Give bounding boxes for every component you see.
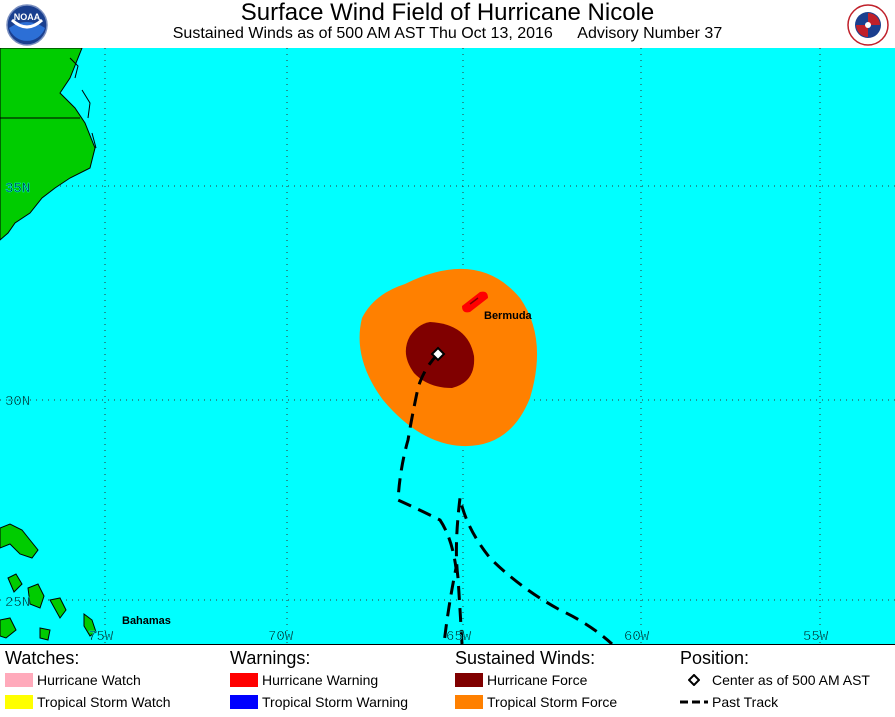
legend-watches-heading: Watches:	[5, 648, 80, 668]
us-east-coast	[0, 48, 96, 241]
legend-label: Hurricane Warning	[262, 672, 379, 688]
legend-item-hurricane-watch: Hurricane Watch	[5, 669, 171, 691]
legend-item-center: Center as of 500 AM AST	[680, 669, 870, 691]
bermuda-island	[469, 297, 479, 305]
legend-item-tropical-storm-force: Tropical Storm Force	[455, 691, 617, 713]
wind-field-map: 35N 30N 25N 75W 70W 65W 60W 55W Bermuda …	[0, 48, 895, 644]
past-track	[396, 352, 614, 644]
hurricane-warning-bermuda	[462, 291, 488, 313]
lon-label-55w: 55W	[803, 629, 829, 644]
page-subtitle: Sustained Winds as of 500 AM AST Thu Oct…	[0, 24, 895, 44]
outer-banks	[69, 57, 97, 149]
hurricane-force-swatch	[455, 673, 483, 687]
legend-item-hurricane-force: Hurricane Force	[455, 669, 617, 691]
legend-watches: Watches: Hurricane Watch Tropical Storm …	[5, 647, 171, 713]
dashed-line-icon	[680, 695, 708, 709]
legend-item-past-track: Past Track	[680, 691, 870, 713]
lon-label-65w: 65W	[446, 629, 472, 644]
noaa-logo: NOAA	[6, 4, 48, 46]
tropical-storm-watch-swatch	[5, 695, 33, 709]
legend-warnings: Warnings: Hurricane Warning Tropical Sto…	[230, 647, 408, 713]
subtitle-advisory: Advisory Number 37	[577, 25, 723, 42]
legend-label: Past Track	[712, 694, 779, 710]
lat-label-25n: 25N	[5, 595, 30, 611]
lat-label-30n: 30N	[5, 394, 30, 410]
nws-logo	[847, 4, 889, 46]
bahamas-label: Bahamas	[122, 615, 171, 627]
subtitle-time: Sustained Winds as of 500 AM AST Thu Oct…	[172, 25, 553, 42]
storm-center-icon	[430, 346, 446, 362]
bahamas-islands	[0, 523, 97, 641]
legend-position-heading: Position:	[680, 648, 750, 668]
legend-warnings-heading: Warnings:	[230, 648, 311, 668]
hurricane-warning-swatch	[230, 673, 258, 687]
lon-label-75w: 75W	[88, 629, 114, 644]
legend-label: Hurricane Force	[487, 672, 588, 688]
diamond-icon	[680, 673, 708, 687]
legend-winds-heading: Sustained Winds:	[455, 648, 596, 668]
legend-sustained-winds: Sustained Winds: Hurricane Force Tropica…	[455, 647, 617, 713]
page-title: Surface Wind Field of Hurricane Nicole	[240, 0, 655, 26]
legend-label: Tropical Storm Watch	[37, 694, 171, 710]
legend-position: Position: Center as of 500 AM AST Past T…	[680, 647, 870, 713]
legend-label: Tropical Storm Force	[487, 694, 618, 710]
bermuda-label: Bermuda	[484, 310, 533, 322]
tropical-storm-force-swatch	[455, 695, 483, 709]
header: Surface Wind Field of Hurricane Nicole S…	[0, 0, 895, 48]
tropical-storm-warning-swatch	[230, 695, 258, 709]
legend-item-tropical-storm-warning: Tropical Storm Warning	[230, 691, 408, 713]
noaa-logo-text: NOAA	[14, 12, 41, 22]
legend-label: Center as of 500 AM AST	[712, 672, 870, 688]
legend-item-hurricane-warning: Hurricane Warning	[230, 669, 408, 691]
legend-label: Tropical Storm Warning	[262, 694, 409, 710]
legend: Watches: Hurricane Watch Tropical Storm …	[0, 644, 895, 717]
legend-label: Hurricane Watch	[37, 672, 141, 688]
lat-label-35n: 35N	[5, 181, 30, 197]
hurricane-watch-swatch	[5, 673, 33, 687]
legend-item-tropical-storm-watch: Tropical Storm Watch	[5, 691, 171, 713]
lon-label-70w: 70W	[268, 629, 294, 644]
lon-label-60w: 60W	[624, 629, 650, 644]
